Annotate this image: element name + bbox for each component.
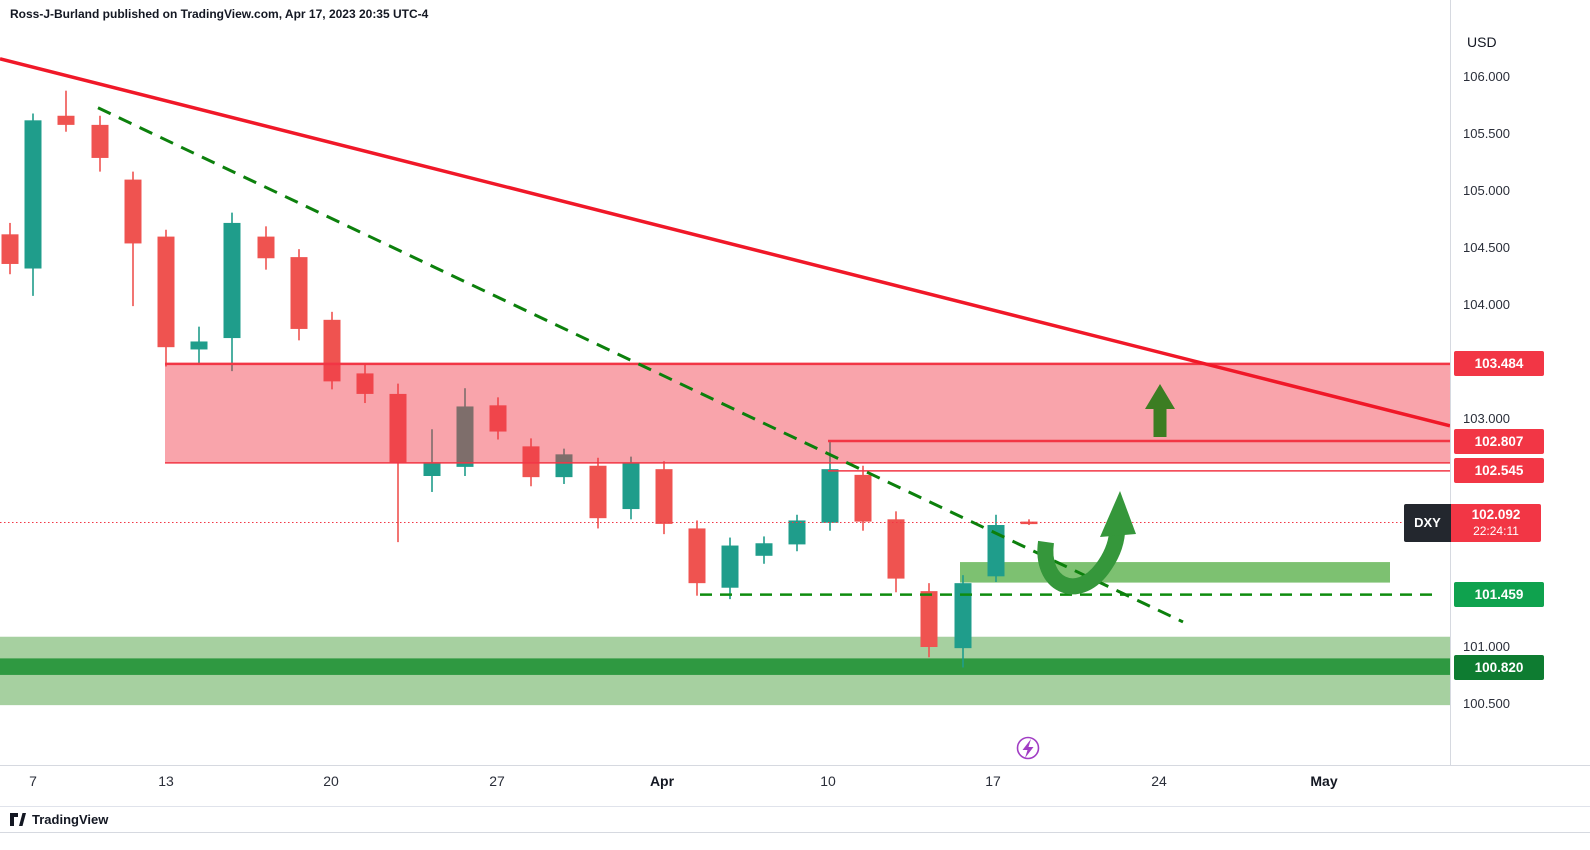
candle-down [489, 405, 507, 432]
candle-up [622, 463, 640, 510]
breakout-up-arrow[interactable] [1145, 384, 1175, 437]
time-tick-24: 24 [1151, 773, 1167, 789]
time-tick-13: 13 [158, 773, 174, 789]
candle-down [323, 319, 341, 382]
candle-up [24, 120, 42, 269]
candle-down [356, 373, 374, 394]
candle-up [555, 454, 573, 478]
time-tick-10: 10 [820, 773, 836, 789]
price-level-badge-100.820[interactable]: 100.820 [1454, 655, 1544, 681]
time-tick-7: 7 [29, 773, 37, 789]
symbol-label: DXY [1404, 503, 1451, 542]
price-tick-103.000: 103.000 [1463, 411, 1510, 426]
candle-down [589, 465, 607, 519]
candle-down [257, 236, 275, 259]
tradingview-logo[interactable]: TradingView [10, 812, 108, 827]
symbol-price-badge[interactable]: DXY 102.092 22:24:11 [1404, 503, 1541, 542]
candle-up [223, 222, 241, 339]
demand-box[interactable] [960, 562, 1390, 583]
candle-up [821, 469, 839, 523]
price-level-badge-103.484[interactable]: 103.484 [1454, 351, 1544, 377]
candle-up [190, 341, 208, 350]
candle-down [57, 115, 75, 125]
candle-up [755, 543, 773, 556]
footer: TradingView [0, 806, 1590, 833]
candle-down [389, 393, 407, 464]
candle-down [157, 236, 175, 348]
countdown-timer: 22:24:11 [1473, 523, 1519, 538]
time-axis[interactable]: 7 13 20 27 Apr 10 17 24 May [0, 765, 1590, 807]
currency-label: USD [1467, 34, 1497, 50]
price-tick-106.000: 106.000 [1463, 69, 1510, 84]
candle-down [887, 519, 905, 579]
candle-down [655, 469, 673, 524]
support-core-band[interactable] [0, 658, 1450, 675]
price-tick-101.000: 101.000 [1463, 639, 1510, 654]
price-axis[interactable]: USD 106.000 105.500 105.000 104.500 104.000 1… [1404, 0, 1590, 765]
time-tick-17: 17 [985, 773, 1001, 789]
candle-down [124, 179, 142, 244]
candle-down [854, 474, 872, 522]
price-tick-100.500: 100.500 [1463, 696, 1510, 711]
descending-dashed-trendline[interactable] [97, 106, 1184, 624]
price-tick-104.000: 104.000 [1463, 297, 1510, 312]
candle-down [688, 528, 706, 584]
candle-down [1, 234, 19, 264]
price-level-badge-101.459[interactable]: 101.459 [1454, 582, 1544, 608]
price-level-badge-102.545[interactable]: 102.545 [1454, 458, 1544, 484]
boost-icon-bolt [1022, 739, 1034, 758]
descending-resistance-trendline[interactable] [0, 57, 1451, 428]
candle-up [987, 525, 1005, 577]
publish-byline: Ross-J-Burland published on TradingView.… [10, 7, 429, 21]
bullish-curved-arrow-head [1100, 491, 1136, 537]
tradingview-logo-text: TradingView [32, 812, 109, 827]
price-tick-104.500: 104.500 [1463, 240, 1510, 255]
candle-down [290, 257, 308, 329]
time-tick-20: 20 [323, 773, 339, 789]
price-tick-105.000: 105.000 [1463, 183, 1510, 198]
price-tick-105.500: 105.500 [1463, 126, 1510, 141]
candle-up [954, 583, 972, 649]
candle-up [721, 545, 739, 588]
tradingview-logo-icon [10, 812, 26, 826]
last-price-value: 102.092 [1471, 506, 1521, 522]
bullish-curved-arrow[interactable] [1037, 532, 1125, 595]
candle-up [456, 406, 474, 467]
candle-up [788, 520, 806, 545]
time-tick-27: 27 [489, 773, 505, 789]
candle-down [522, 446, 540, 478]
time-tick-Apr: Apr [649, 773, 675, 789]
candle-down [920, 591, 938, 647]
candle-up [423, 462, 441, 476]
last-price-box: 102.092 22:24:11 [1451, 503, 1541, 542]
candle-down [91, 124, 109, 158]
time-tick-May: May [1310, 773, 1338, 789]
price-level-badge-102.807[interactable]: 102.807 [1454, 428, 1544, 454]
resistance-zone[interactable] [165, 363, 1450, 463]
